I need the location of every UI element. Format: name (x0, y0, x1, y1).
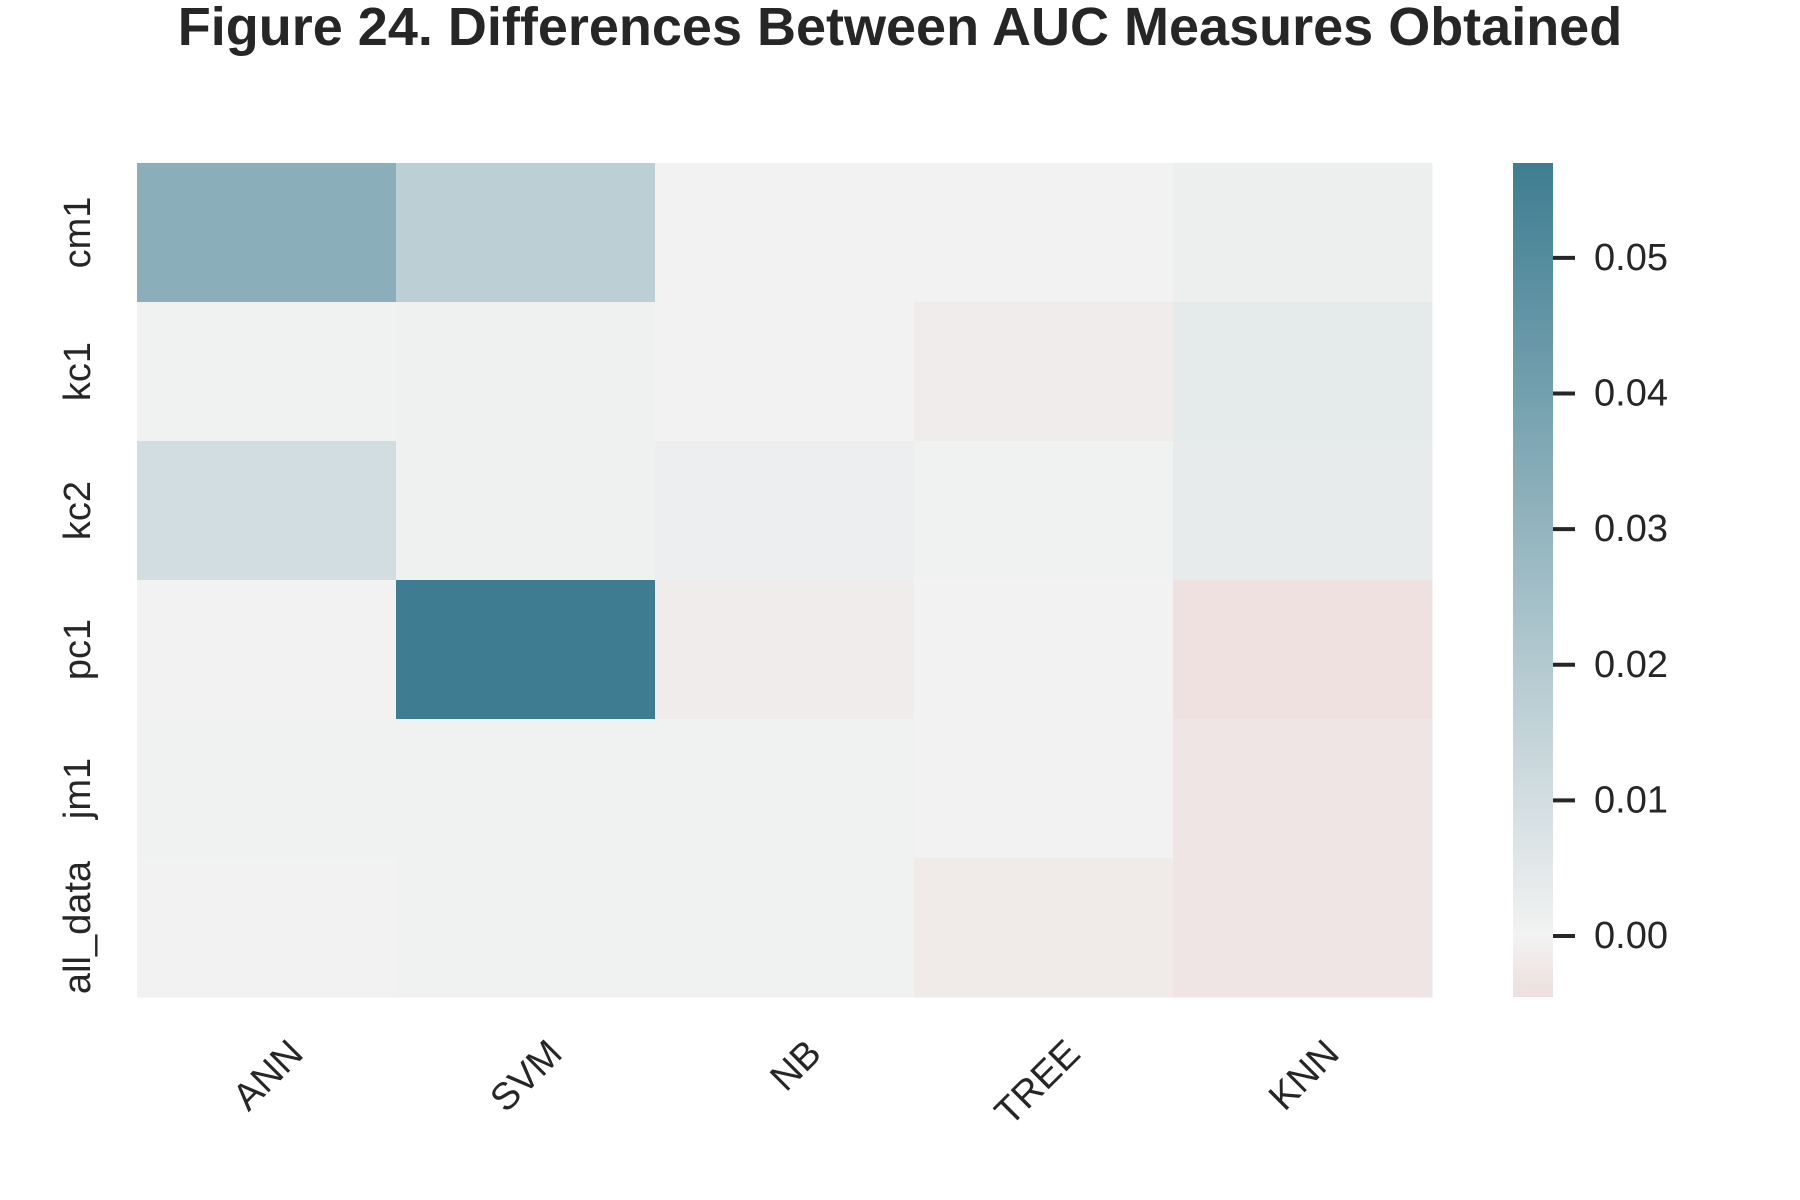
column-label-TREE: TREE (987, 1032, 1088, 1133)
column-labels: ANN SVM NB TREE KNN (225, 1032, 1347, 1133)
row-label-jm1: jm1 (57, 758, 99, 820)
colorbar-tick-label: 0.00 (1594, 915, 1668, 957)
heatmap-cell-all_data-NB (655, 858, 915, 998)
heatmap-cell-cm1-NB (655, 163, 915, 303)
heatmap-cell-kc2-TREE (914, 441, 1174, 581)
row-label-all_data: all_data (57, 860, 99, 994)
heatmap-cell-cm1-KNN (1173, 163, 1433, 303)
heatmap-cell-jm1-ANN (137, 719, 397, 859)
heatmap-cell-kc2-ANN (137, 441, 397, 581)
heatmap-cell-jm1-SVM (396, 719, 656, 859)
heatmap-cell-all_data-KNN (1173, 858, 1433, 998)
heatmap-cell-pc1-TREE (914, 580, 1174, 720)
heatmap-cell-cm1-SVM (396, 163, 656, 303)
heatmap-cell-kc1-SVM (396, 302, 656, 442)
heatmap-cell-all_data-ANN (137, 858, 397, 998)
heatmap-cell-all_data-TREE (914, 858, 1174, 998)
colorbar-ticks: 0.00 0.01 0.02 0.03 0.04 0.05 (1553, 237, 1668, 957)
column-label-NB: NB (763, 1032, 830, 1099)
heatmap-cell-kc1-TREE (914, 302, 1174, 442)
column-label-KNN: KNN (1261, 1032, 1347, 1118)
heatmap-cell-pc1-ANN (137, 580, 397, 720)
heatmap-cell-kc2-SVM (396, 441, 656, 581)
heatmap-cells (137, 163, 1433, 998)
heatmap-cell-all_data-SVM (396, 858, 656, 998)
heatmap-cell-kc2-NB (655, 441, 915, 581)
heatmap-cell-pc1-SVM (396, 580, 656, 720)
colorbar-tick-label: 0.05 (1594, 237, 1668, 279)
row-label-pc1: pc1 (57, 619, 99, 680)
row-label-kc1: kc1 (57, 342, 99, 401)
chart-title: Figure 24. Differences Between AUC Measu… (177, 0, 1623, 57)
heatmap-cell-kc2-KNN (1173, 441, 1433, 581)
row-label-cm1: cm1 (57, 197, 99, 269)
heatmap-cell-pc1-KNN (1173, 580, 1433, 720)
heatmap-cell-jm1-NB (655, 719, 915, 859)
heatmap-cell-kc1-ANN (137, 302, 397, 442)
colorbar: 0.00 0.01 0.02 0.03 0.04 0.05 (1513, 163, 1668, 997)
colorbar-tick-label: 0.01 (1594, 779, 1668, 821)
colorbar-tick-label: 0.04 (1594, 373, 1668, 415)
colorbar-tick-label: 0.03 (1594, 508, 1668, 550)
row-label-kc2: kc2 (57, 481, 99, 540)
heatmap-cell-cm1-TREE (914, 163, 1174, 303)
heatmap-cell-jm1-TREE (914, 719, 1174, 859)
heatmap-cell-pc1-NB (655, 580, 915, 720)
heatmap-cell-jm1-KNN (1173, 719, 1433, 859)
heatmap-cell-kc1-KNN (1173, 302, 1433, 442)
colorbar-tick-label: 0.02 (1594, 644, 1668, 686)
heatmap-cell-cm1-ANN (137, 163, 397, 303)
colorbar-gradient (1513, 163, 1553, 997)
row-labels: cm1 kc1 kc2 pc1 jm1 all_data (57, 197, 99, 994)
column-label-SVM: SVM (483, 1032, 571, 1120)
column-label-ANN: ANN (225, 1032, 311, 1118)
heatmap-cell-kc1-NB (655, 302, 915, 442)
